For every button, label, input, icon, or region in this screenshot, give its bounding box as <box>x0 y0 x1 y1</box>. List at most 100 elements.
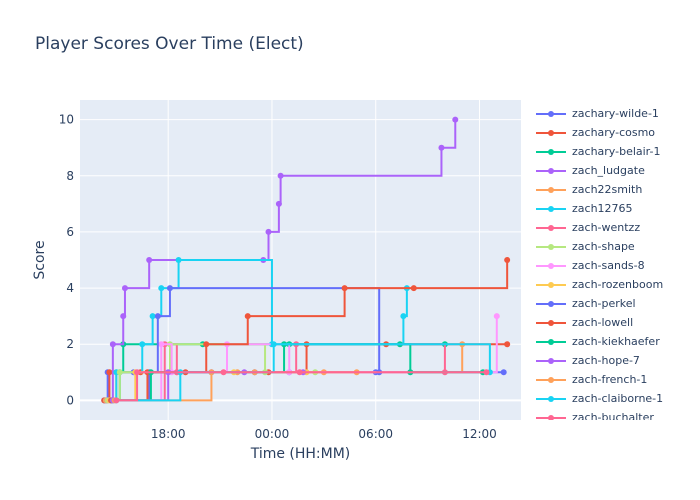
legend-item-zach-sands-8[interactable]: zach-sands-8 <box>530 256 700 275</box>
legend-item-zach-shape[interactable]: zach-shape <box>530 237 700 256</box>
data-point-zach_ludgate <box>120 313 127 320</box>
legend-label: zach-buchalter <box>572 411 654 420</box>
data-point-zach-claiborne-1 <box>270 341 277 348</box>
y-axis-label: Score <box>32 240 48 280</box>
legend-label: zach-wentzz <box>572 221 641 234</box>
data-point-zach-sands-8 <box>158 341 165 348</box>
data-point-zachary-cosmo <box>106 369 113 376</box>
data-point-zachary-wilde-1 <box>500 369 507 376</box>
legend-swatch <box>536 413 566 420</box>
data-point-zach_ludgate <box>121 285 128 292</box>
data-point-zach12765 <box>400 313 407 320</box>
legend-swatch <box>536 109 566 119</box>
legend-label: zach-hope-7 <box>572 354 640 367</box>
legend-swatch <box>536 356 566 366</box>
legend-item-zachary-cosmo[interactable]: zachary-cosmo <box>530 123 700 142</box>
x-tick-label: 18:00 <box>151 427 186 441</box>
legend-label: zach-rozenboom <box>572 278 664 291</box>
legend-swatch <box>536 299 566 309</box>
legend-item-zach-french-1[interactable]: zach-french-1 <box>530 370 700 389</box>
legend-swatch <box>536 394 566 404</box>
legend-label: zach-claiborne-1 <box>572 392 664 405</box>
legend-item-zach12765[interactable]: zach12765 <box>530 199 700 218</box>
legend-label: zach-lowell <box>572 316 634 329</box>
data-point-zach_ludgate <box>109 341 116 348</box>
data-point-zach_ludgate <box>265 228 272 235</box>
legend-label: zachary-cosmo <box>572 126 656 139</box>
legend-item-zach-lowell[interactable]: zach-lowell <box>530 313 700 332</box>
legend-item-zach-buchalter[interactable]: zach-buchalter <box>530 408 700 420</box>
legend-item-zach-hope-7[interactable]: zach-hope-7 <box>530 351 700 370</box>
series-layer <box>101 116 511 404</box>
legend-label: zach-shape <box>572 240 635 253</box>
x-tick-label: 12:00 <box>462 427 497 441</box>
data-point-zach-lowell <box>341 285 348 292</box>
legend-item-zachary-wilde-1[interactable]: zachary-wilde-1 <box>530 104 700 123</box>
legend-item-zach22smith[interactable]: zach22smith <box>530 180 700 199</box>
data-point-zach-lowell <box>504 257 511 263</box>
y-tick-label: 0 <box>66 393 74 407</box>
series-line-zach-lowell <box>111 260 509 402</box>
legend-swatch <box>536 147 566 157</box>
legend-swatch <box>536 337 566 347</box>
data-point-zach_ludgate <box>277 172 284 179</box>
data-point-zach-perkel <box>166 285 173 292</box>
legend-item-zach-claiborne-1[interactable]: zach-claiborne-1 <box>530 389 700 408</box>
legend-swatch <box>536 128 566 138</box>
y-tick-label: 2 <box>66 337 74 351</box>
data-point-zach-buchalter <box>113 397 120 404</box>
legend-swatch <box>536 318 566 328</box>
legend-item-zachary-belair-1[interactable]: zachary-belair-1 <box>530 142 700 161</box>
data-point-zach-lowell <box>244 313 251 320</box>
data-point-zach12765 <box>175 257 182 263</box>
legend-label: zachary-belair-1 <box>572 145 661 158</box>
data-point-zach_ludgate <box>275 200 282 207</box>
data-point-zach12765 <box>158 285 165 292</box>
legend-swatch <box>536 375 566 385</box>
tick-labels: 0 2 4 6 8 10 18:00 00:00 06:00 12:00 <box>59 113 497 441</box>
series-line-zach-buchalter <box>116 371 487 402</box>
data-point-zach-buchalter <box>134 369 141 376</box>
chart-title: Player Scores Over Time (Elect) <box>35 34 304 54</box>
legend-label: zach12765 <box>572 202 633 215</box>
data-point-zach-lowell <box>203 341 210 348</box>
legend[interactable]: zachary-wilde-1 zachary-cosmo zachary-bela… <box>530 104 700 420</box>
legend-label: zach22smith <box>572 183 643 196</box>
legend-swatch <box>536 204 566 214</box>
x-axis-label: Time (HH:MM) <box>250 446 351 462</box>
data-point-zach-lowell <box>410 285 417 292</box>
legend-swatch <box>536 280 566 290</box>
legend-label: zach-french-1 <box>572 373 648 386</box>
legend-swatch <box>536 261 566 271</box>
legend-item-zach-rozenboom[interactable]: zach-rozenboom <box>530 275 700 294</box>
legend-label: zach_ludgate <box>572 164 645 177</box>
data-point-zach-shape <box>116 369 123 376</box>
data-point-zach12765 <box>139 341 146 348</box>
y-tick-label: 10 <box>59 113 74 127</box>
legend-label: zach-kiekhaefer <box>572 335 660 348</box>
data-point-zach_ludgate <box>438 144 445 151</box>
legend-swatch <box>536 223 566 233</box>
data-point-zach-buchalter <box>296 369 303 376</box>
y-tick-label: 8 <box>66 169 74 183</box>
series-line-zach-shape <box>107 343 316 402</box>
data-point-zach_ludgate <box>452 116 459 123</box>
data-point-zach-perkel <box>154 313 161 320</box>
data-point-zach-buchalter <box>483 369 490 376</box>
legend-label: zachary-wilde-1 <box>572 107 659 120</box>
legend-item-zach-wentzz[interactable]: zach-wentzz <box>530 218 700 237</box>
x-tick-label: 00:00 <box>255 427 290 441</box>
data-point-zach_ludgate <box>146 257 153 263</box>
legend-label: zach-perkel <box>572 297 636 310</box>
data-point-zach12765 <box>149 313 156 320</box>
y-tick-label: 6 <box>66 225 74 239</box>
x-tick-label: 06:00 <box>358 427 393 441</box>
y-tick-label: 4 <box>66 281 74 295</box>
legend-item-zach-perkel[interactable]: zach-perkel <box>530 294 700 313</box>
data-point-zach-sands-8 <box>493 313 500 320</box>
legend-item-zach_ludgate[interactable]: zach_ludgate <box>530 161 700 180</box>
data-point-zachary-cosmo <box>504 341 511 348</box>
legend-item-zach-kiekhaefer[interactable]: zach-kiekhaefer <box>530 332 700 351</box>
legend-label: zach-sands-8 <box>572 259 645 272</box>
